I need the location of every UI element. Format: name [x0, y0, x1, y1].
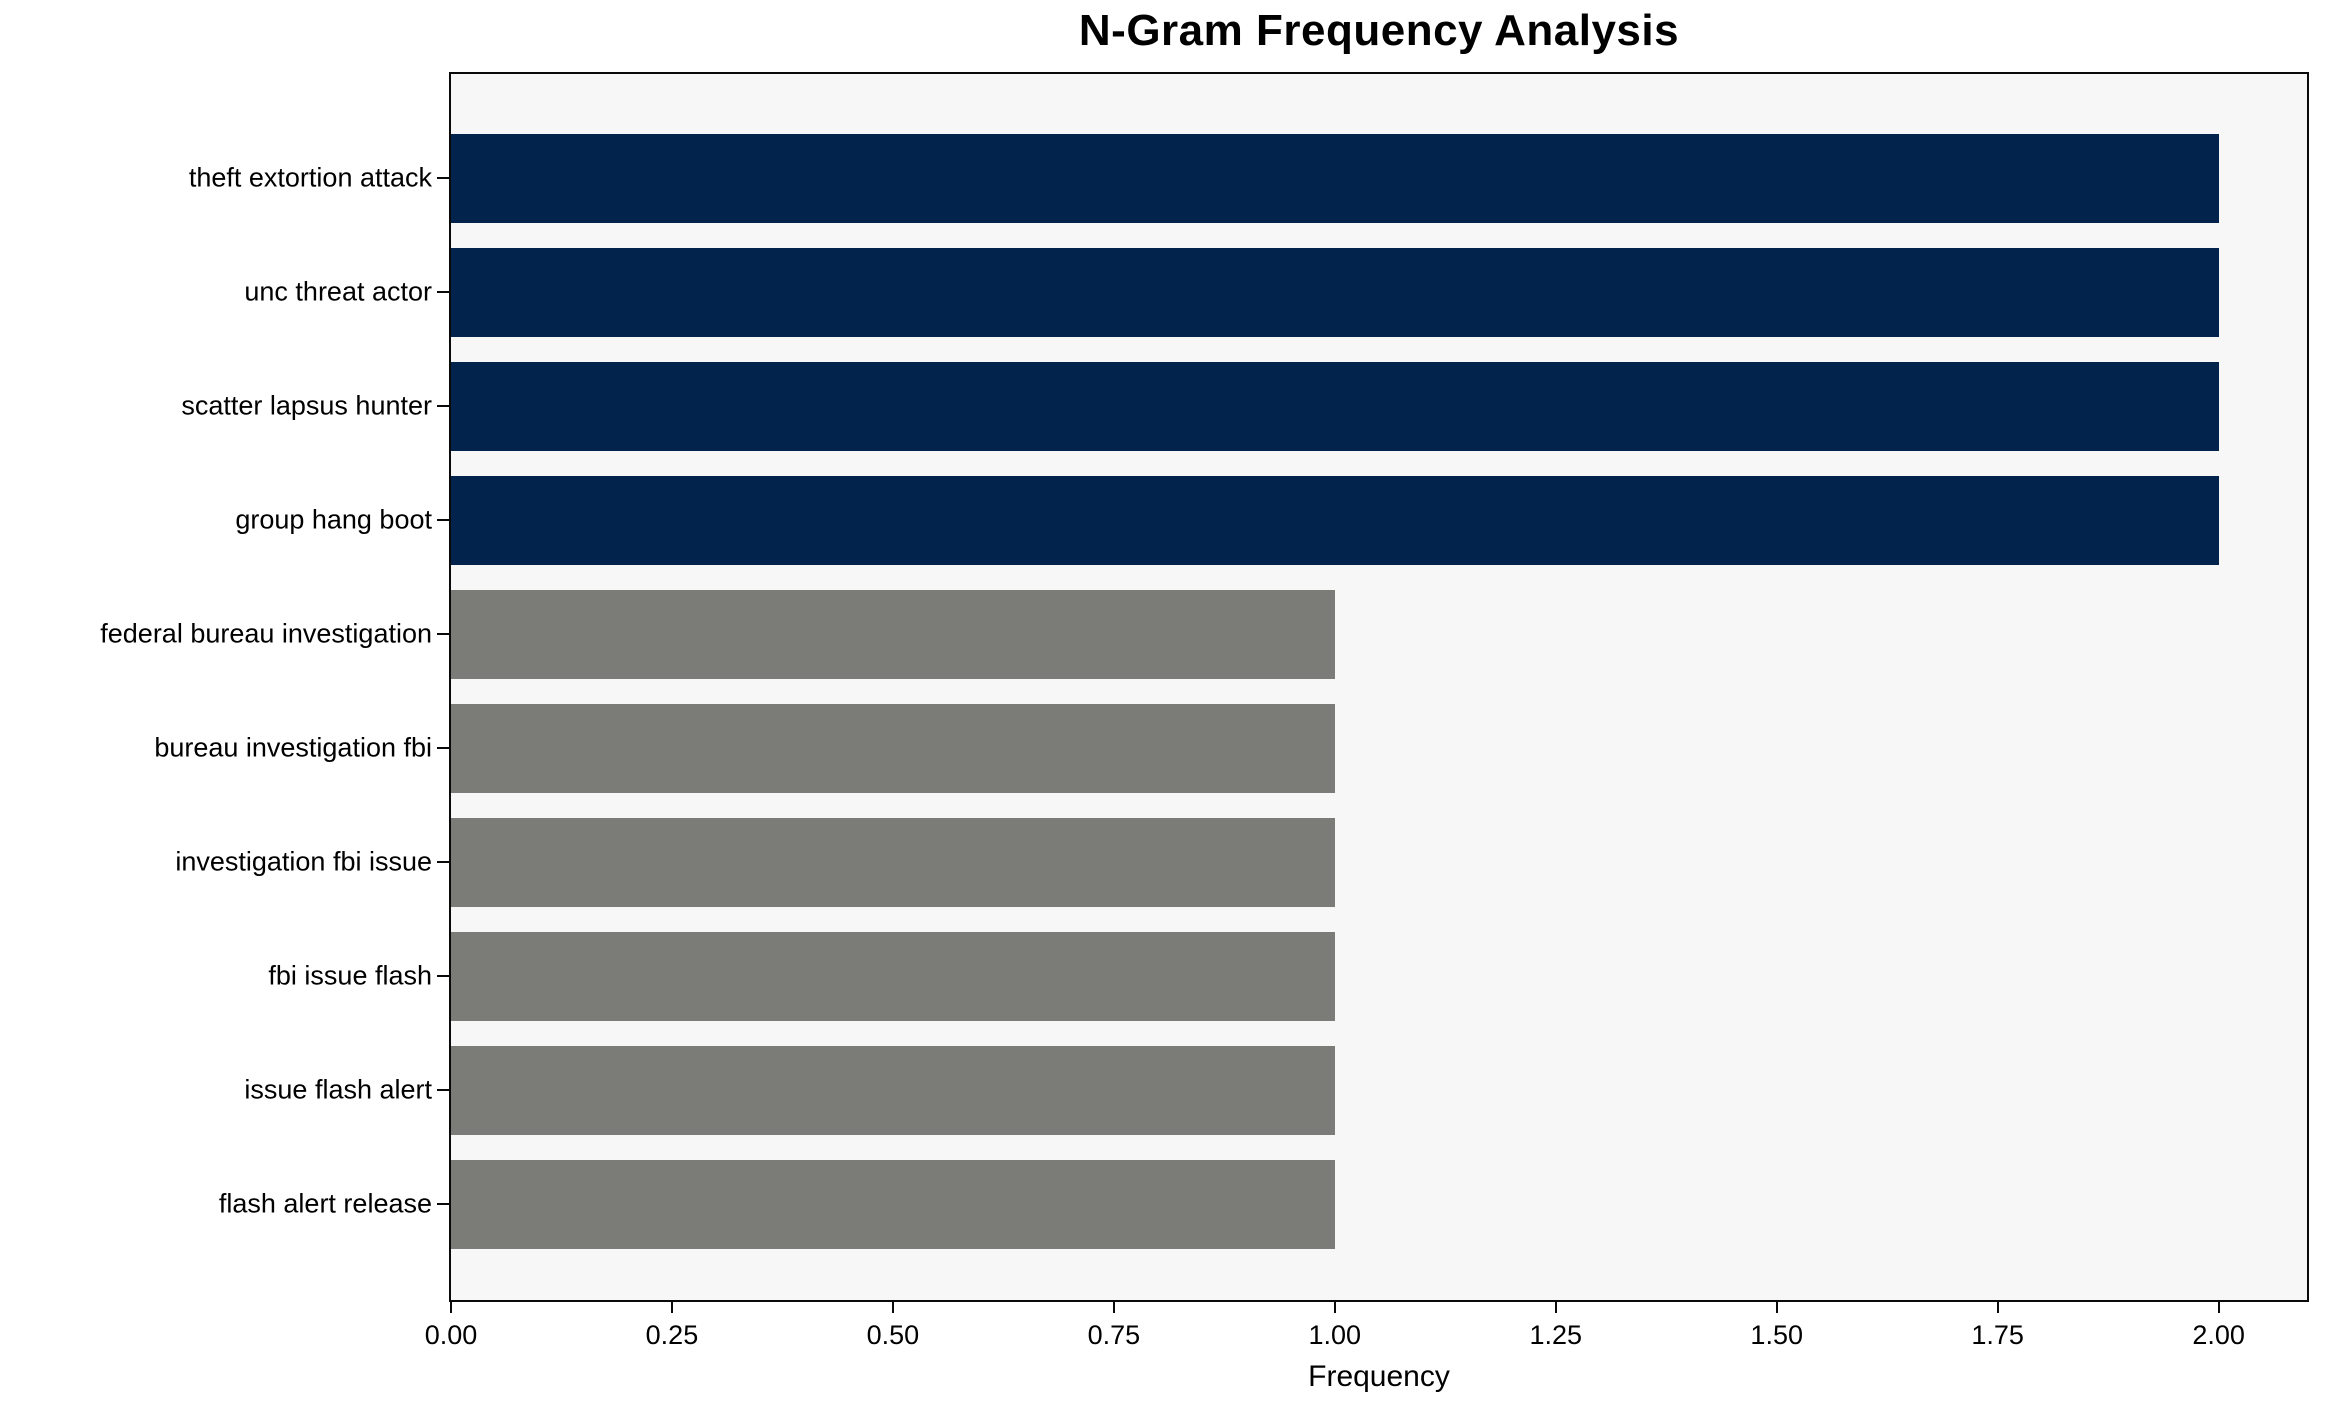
bar — [451, 703, 1335, 793]
x-tick — [891, 1302, 894, 1313]
y-tick — [437, 291, 449, 293]
y-tick — [437, 519, 449, 521]
x-tick-label: 0.50 — [866, 1320, 920, 1350]
x-tick — [1554, 1302, 1557, 1313]
y-tick-label: group hang boot — [235, 504, 432, 535]
plot-area: 0.00 0.25 0.50 0.75 1.00 1.25 1.50 1.75 2.00 — [425, 72, 2309, 1350]
y-tick — [437, 861, 449, 863]
y-tick — [437, 975, 449, 977]
x-tick-label: 1.00 — [1308, 1320, 1362, 1350]
y-tick-label: fbi issue flash — [268, 960, 432, 991]
bar — [451, 133, 2219, 223]
y-tick — [437, 1089, 449, 1091]
bar — [451, 1159, 1335, 1249]
y-tick-label: bureau investigation fbi — [154, 732, 432, 763]
bar — [451, 931, 1335, 1021]
x-tick — [1112, 1302, 1115, 1313]
y-axis-labels: theft extortion attack unc threat actor sc… — [0, 74, 432, 1300]
y-tick-label: federal bureau investigation — [100, 618, 432, 649]
y-tick-label: theft extortion attack — [188, 162, 432, 193]
y-tick-label: issue flash alert — [244, 1074, 432, 1105]
x-axis-title: Frequency — [1308, 1360, 1450, 1393]
y-tick — [437, 633, 449, 635]
x-tick — [1333, 1302, 1336, 1313]
x-tick-label: 1.50 — [1750, 1320, 1803, 1350]
bar — [451, 247, 2219, 337]
x-tick-label: 0.75 — [1087, 1320, 1141, 1350]
x-tick-label: 0.00 — [424, 1320, 478, 1350]
y-tick — [437, 177, 449, 179]
y-tick — [437, 1203, 449, 1205]
y-tick — [437, 747, 449, 749]
bar — [451, 361, 2219, 451]
bar — [451, 1045, 1335, 1135]
bar — [451, 589, 1335, 679]
x-tick — [2217, 1302, 2220, 1313]
y-tick-label: scatter lapsus hunter — [181, 390, 432, 421]
x-tick-label: 1.75 — [1971, 1320, 2024, 1350]
y-tick-label: investigation fbi issue — [175, 846, 432, 877]
y-tick — [437, 405, 449, 407]
x-tick-label: 0.25 — [645, 1320, 699, 1350]
bar — [451, 475, 2219, 565]
y-tick-label: flash alert release — [218, 1188, 432, 1219]
x-tick — [1775, 1302, 1778, 1313]
x-tick — [670, 1302, 673, 1313]
x-tick-label: 1.25 — [1529, 1320, 1583, 1350]
x-tick-label: 2.00 — [2192, 1320, 2245, 1350]
bar — [451, 817, 1335, 907]
x-tick — [1996, 1302, 1999, 1313]
chart-title: N-Gram Frequency Analysis — [1078, 6, 1680, 55]
y-tick-label: unc threat actor — [244, 276, 432, 307]
x-tick — [450, 1302, 452, 1313]
